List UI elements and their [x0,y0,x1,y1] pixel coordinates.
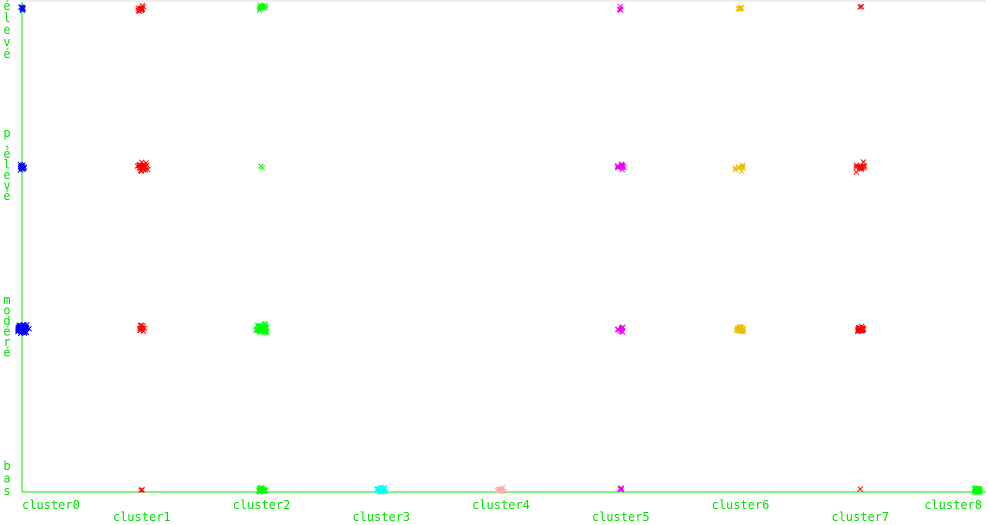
data-point-cluster1 [144,166,151,173]
data-point-cluster1 [141,325,148,332]
data-point-cluster6 [737,6,744,12]
data-point-cluster1 [136,8,143,15]
data-point-cluster0 [17,167,24,173]
data-point-cluster5 [618,485,624,491]
data-point-cluster0 [18,162,25,169]
data-point-cluster7 [857,486,864,492]
x-tick-label: cluster0 [22,498,80,512]
data-point-cluster1 [143,160,149,166]
data-point-cluster3 [378,486,385,493]
data-point-cluster0 [18,163,25,170]
data-point-cluster2 [261,321,267,328]
y-tick-labels: b a s m o d é r é p. é l e v é é l e v é [3,0,10,498]
data-point-cluster0 [23,324,30,331]
data-point-cluster7 [860,326,867,332]
data-point-cluster7 [858,3,865,10]
x-tick-label: cluster1 [113,510,171,524]
data-point-cluster6 [732,165,738,171]
data-point-cluster2 [259,488,266,494]
data-point-cluster1 [138,487,144,494]
x-tick-label: cluster2 [233,498,291,512]
data-point-cluster6 [739,164,746,170]
data-point-cluster6 [732,166,739,173]
data-point-cluster6 [735,5,742,12]
data-point-cluster5 [618,328,625,335]
data-point-cluster7 [853,162,860,169]
data-point-cluster2 [256,325,263,332]
data-point-cluster2 [258,3,265,10]
data-point-cluster6 [733,327,740,334]
data-point-cluster2 [259,164,266,171]
data-point-cluster1 [139,164,145,171]
data-point-cluster5 [620,324,626,330]
data-point-cluster7 [855,328,862,334]
data-point-cluster7 [857,4,863,10]
x-tick-label: cluster6 [712,498,770,512]
chart-axes [21,0,986,493]
data-point-cluster4 [498,487,505,494]
data-point-cluster6 [738,4,744,11]
data-point-cluster1 [139,487,146,493]
x-tick-label: cluster3 [352,510,410,524]
data-point-cluster2 [259,327,265,334]
x-tick-labels: cluster0 cluster1 cluster2 cluster3 cluster4… [22,498,982,524]
data-point-cluster3 [380,486,387,493]
data-point-cluster7 [856,164,863,170]
data-point-cluster4 [499,484,506,491]
data-point-cluster6 [738,168,745,175]
data-point-cluster1 [139,325,146,332]
data-point-cluster8 [973,485,980,492]
data-point-cluster5 [619,162,626,169]
x-tick-label: cluster4 [472,498,530,512]
data-point-cluster7 [853,169,860,176]
x-tick-label: cluster5 [592,510,650,524]
data-point-cluster6 [740,328,747,335]
x-tick-label: cluster7 [831,510,889,524]
data-point-cluster5 [617,7,624,14]
x-tick-label: cluster8 [924,498,982,512]
data-point-cluster5 [615,326,622,333]
data-point-cluster0 [18,323,25,329]
data-point-cluster0 [17,4,24,11]
data-points [15,2,984,495]
data-point-cluster7 [860,159,867,165]
data-point-cluster5 [618,486,625,493]
data-point-cluster5 [614,326,621,333]
